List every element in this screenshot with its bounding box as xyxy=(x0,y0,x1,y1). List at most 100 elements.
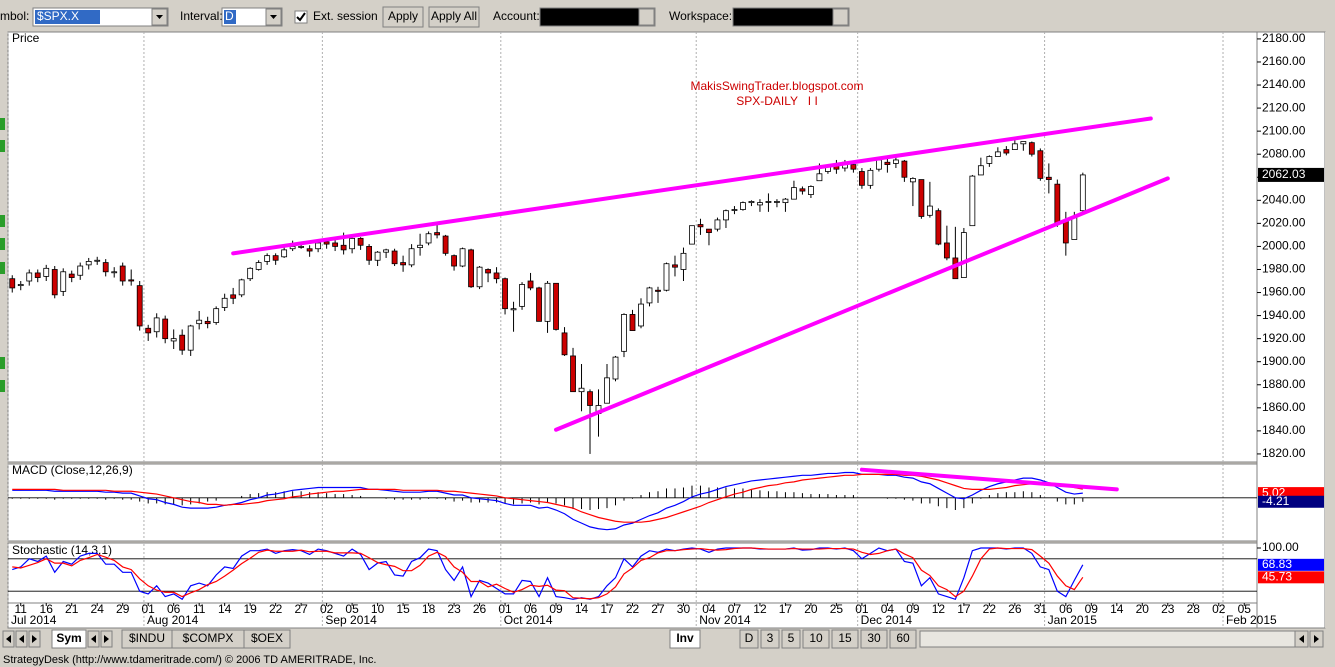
checkmark xyxy=(296,12,306,22)
scrollbar[interactable] xyxy=(919,630,1296,648)
interval-button[interactable] xyxy=(802,629,830,649)
symbol-tab[interactable] xyxy=(243,629,291,649)
side-icon[interactable] xyxy=(0,118,5,130)
candle-body xyxy=(960,232,967,278)
annotation: MakisSwingTrader.blogspot.com xyxy=(691,79,864,93)
candle-body xyxy=(357,237,364,246)
candle-body xyxy=(1028,142,1035,155)
candle-body xyxy=(536,287,542,322)
arrow xyxy=(32,635,37,643)
candle-body xyxy=(587,391,593,406)
account-dropdown[interactable] xyxy=(638,8,655,26)
x-tick-label: 14 xyxy=(1110,602,1124,616)
side-icon[interactable] xyxy=(0,357,5,369)
interval-button[interactable] xyxy=(889,629,917,649)
x-tick-label: 17 xyxy=(600,602,614,616)
x-tick-label: 02 xyxy=(1212,602,1226,616)
x-tick-label: 06 xyxy=(524,602,538,616)
trendline xyxy=(554,176,1170,432)
arrow xyxy=(1299,635,1304,643)
candle-body xyxy=(757,202,763,206)
right-toolbar xyxy=(1325,32,1335,628)
apply-all-button[interactable] xyxy=(428,6,480,28)
candle-body xyxy=(977,165,984,176)
x-tick-label: 04 xyxy=(702,602,716,616)
candle-body xyxy=(196,319,203,325)
side-icon[interactable] xyxy=(0,140,5,152)
x-tick-label: 22 xyxy=(626,602,640,616)
candle-body xyxy=(621,314,627,352)
symbol-tab-text: $COMPX xyxy=(183,631,234,645)
trendline xyxy=(231,116,1153,256)
interval-button-text: 15 xyxy=(838,631,852,645)
candle-body xyxy=(1071,217,1078,240)
status-bar: StrategyDesk (http://www.tdameritrade.co… xyxy=(3,654,376,666)
candle-body xyxy=(85,261,92,266)
inv-tab[interactable] xyxy=(669,629,701,649)
candle-body xyxy=(1011,143,1018,150)
candle-body xyxy=(1020,141,1027,145)
value-label: -4.21 xyxy=(1262,494,1290,508)
month-label: Nov 2014 xyxy=(699,613,751,627)
apply-all-text: Apply All xyxy=(431,9,477,23)
candle-body xyxy=(102,262,109,273)
side-icon[interactable] xyxy=(0,262,5,274)
stochastic-panel xyxy=(7,542,1258,604)
candle-body xyxy=(706,228,712,233)
candle-body xyxy=(43,267,50,277)
x-tick-label: 17 xyxy=(957,602,971,616)
workspace-dropdown[interactable] xyxy=(832,8,849,26)
interval-button[interactable] xyxy=(760,629,780,649)
candle-body xyxy=(349,237,356,250)
candle-body xyxy=(136,285,143,327)
x-tick-label: 26 xyxy=(1008,602,1022,616)
candle-body xyxy=(723,210,729,221)
interval-button[interactable] xyxy=(781,629,801,649)
y-tick-label: 1960.00 xyxy=(1262,285,1306,299)
y-tick-label: 1900.00 xyxy=(1262,354,1306,368)
workspace-select[interactable] xyxy=(732,7,850,27)
interval-button[interactable] xyxy=(831,629,859,649)
candle-body xyxy=(26,272,33,282)
x-tick-label: 06 xyxy=(1059,602,1073,616)
candle-body xyxy=(60,271,67,292)
x-tick-label: 11 xyxy=(193,602,206,616)
candle-body xyxy=(553,282,559,330)
trendline xyxy=(859,467,1119,492)
apply-button[interactable] xyxy=(382,6,424,28)
value-box xyxy=(1258,558,1324,571)
y-tick-label: 2040.00 xyxy=(1262,192,1306,206)
x-tick-label: 10 xyxy=(371,602,385,616)
x-tick-label: 12 xyxy=(932,602,946,616)
interval-value: D xyxy=(225,9,234,23)
account-select[interactable] xyxy=(539,7,656,27)
candle-body xyxy=(672,264,678,268)
x-tick-label: 18 xyxy=(422,602,436,616)
y-tick-label: 2120.00 xyxy=(1262,100,1306,114)
side-icon[interactable] xyxy=(0,380,5,392)
y-tick-label: 2020.00 xyxy=(1262,216,1306,230)
symbol-selection xyxy=(35,10,100,24)
candle-body xyxy=(638,303,644,327)
inv-tab-text: Inv xyxy=(676,631,694,645)
candle-body xyxy=(519,284,525,307)
interval-button[interactable] xyxy=(860,629,888,649)
side-icon[interactable] xyxy=(0,238,5,250)
date-axis xyxy=(7,602,1258,629)
side-icon[interactable] xyxy=(0,215,5,227)
account-label: Account: xyxy=(493,9,540,23)
candle-body xyxy=(51,269,58,296)
sym-tab[interactable] xyxy=(51,629,87,649)
x-tick-label: 11 xyxy=(15,602,28,616)
y-tick-label: 1940.00 xyxy=(1262,308,1306,322)
candle-body xyxy=(434,232,440,236)
arrow xyxy=(1314,635,1319,643)
x-tick-label: 16 xyxy=(40,602,54,616)
last-price-label: 2062.03 xyxy=(1262,167,1306,181)
candle-body xyxy=(468,249,474,288)
candle-body xyxy=(255,262,262,270)
value-box xyxy=(1258,571,1324,584)
candle-body xyxy=(400,262,406,266)
interval-button[interactable] xyxy=(739,629,759,649)
dropdown-arrow xyxy=(156,15,163,19)
